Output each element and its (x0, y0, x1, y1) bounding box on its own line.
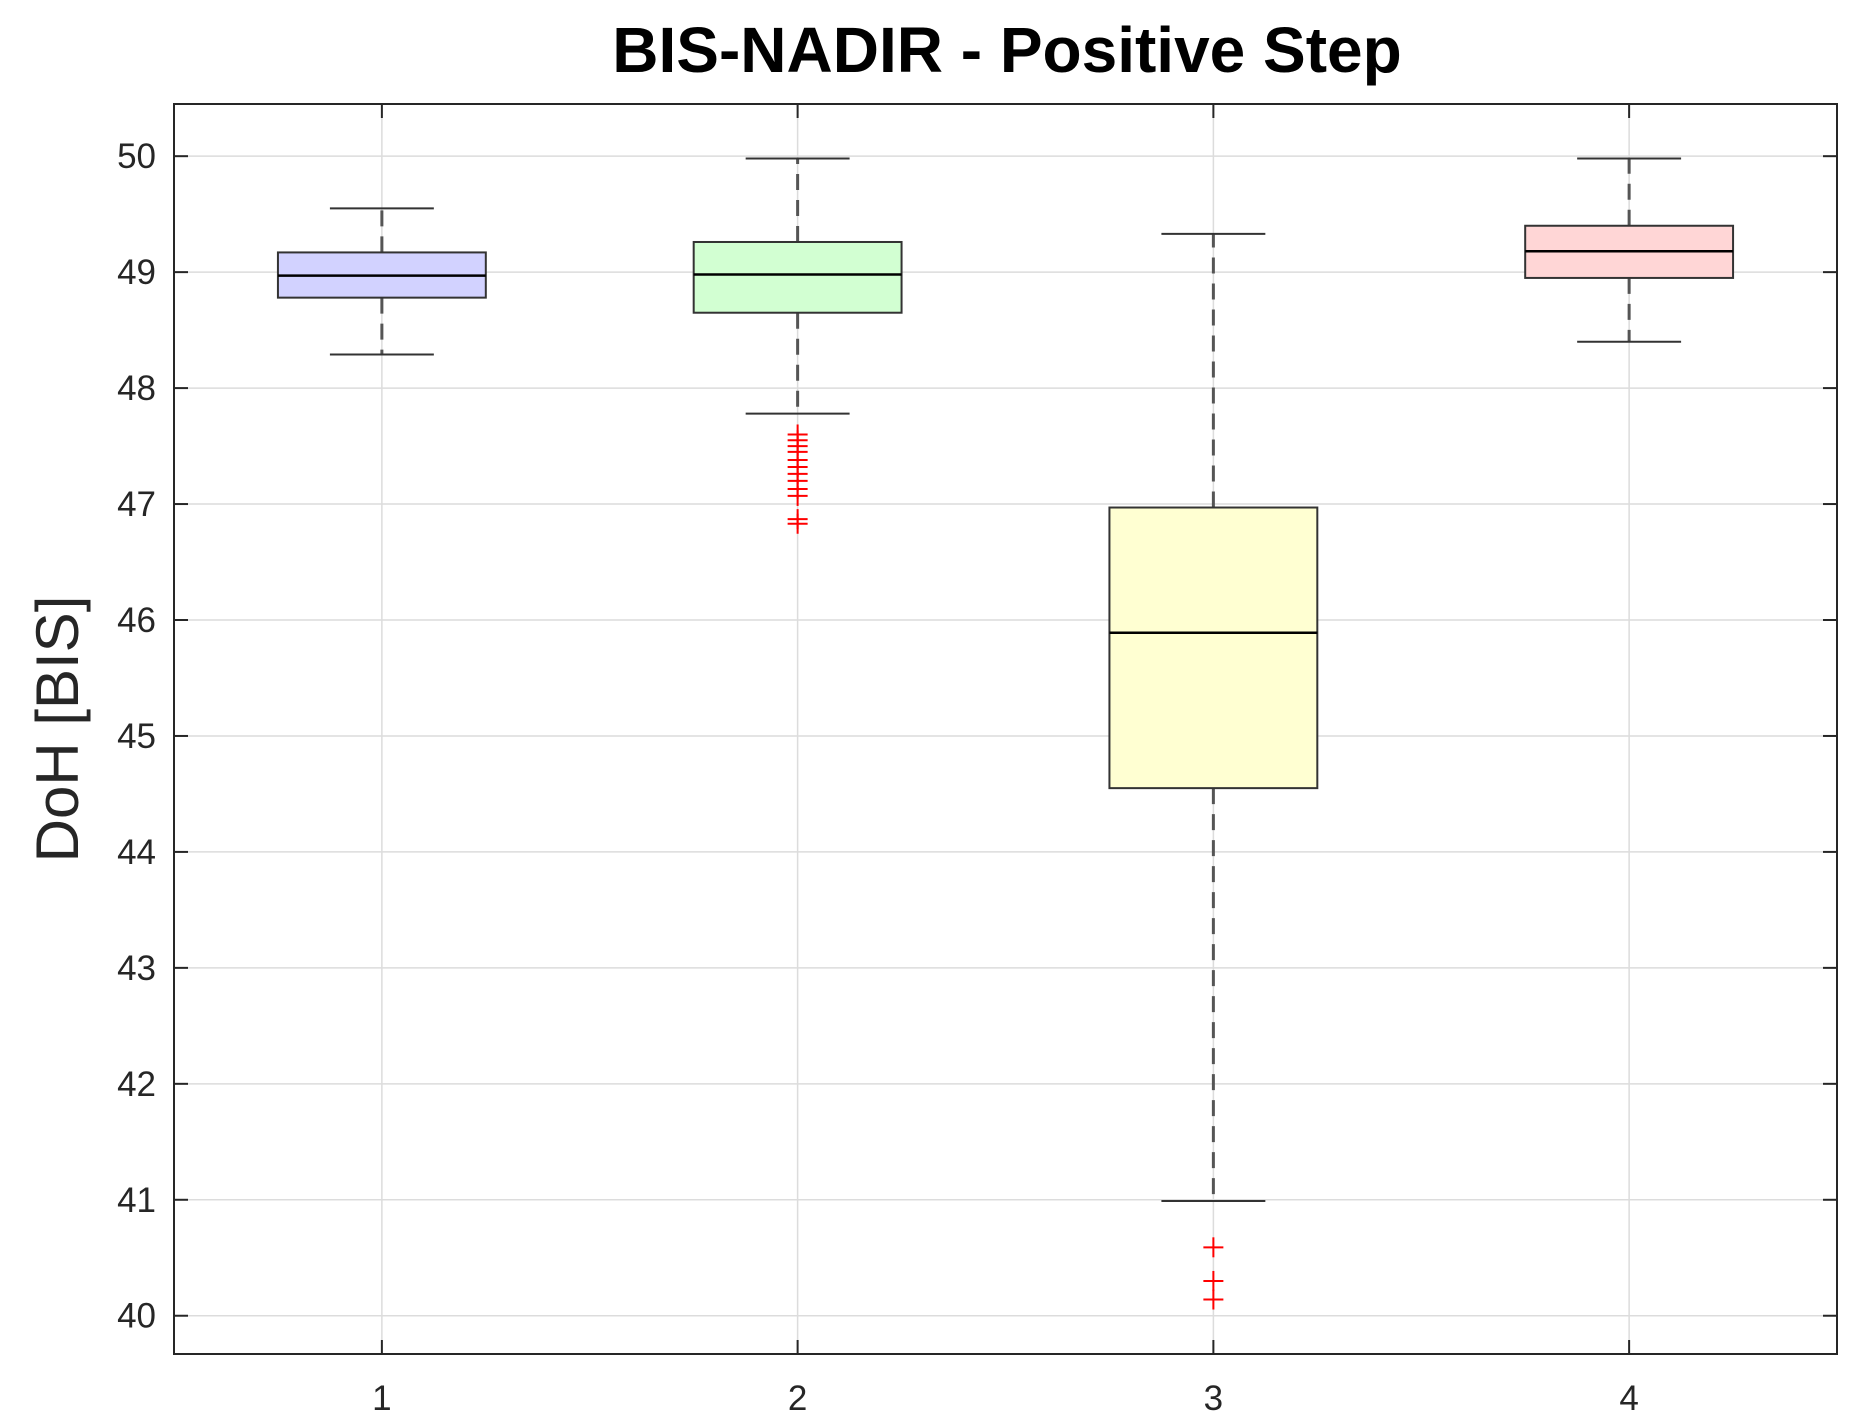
outlier-point (787, 513, 808, 534)
outlier-point (787, 485, 808, 506)
x-tick-label: 1 (372, 1379, 391, 1418)
y-tick-label: 42 (117, 1065, 156, 1104)
iqr-box (1108, 506, 1319, 790)
box-layer (276, 157, 1735, 1310)
y-tick-label: 43 (117, 949, 156, 988)
y-tick-label: 45 (117, 717, 156, 756)
box-3 (1108, 232, 1319, 1310)
y-tick-label: 40 (117, 1297, 156, 1336)
y-tick-label: 48 (117, 369, 156, 408)
y-axis-label: DoH [BIS] (24, 596, 91, 863)
y-tick-label: 47 (117, 485, 156, 524)
outlier-point (1203, 1237, 1224, 1258)
x-tick-label: 3 (1204, 1379, 1223, 1418)
x-tick-label: 4 (1619, 1379, 1638, 1418)
x-tick-label: 2 (788, 1379, 807, 1418)
box-4 (1524, 157, 1735, 343)
outlier-point (1203, 1270, 1224, 1291)
outlier-point (1203, 1289, 1224, 1310)
box-1 (276, 207, 487, 356)
y-tick-label: 41 (117, 1181, 156, 1220)
box-2 (692, 157, 903, 534)
plot-area-frame (173, 103, 1838, 1355)
axis-ticks: 40 41 42 43 44 45 46 47 48 49 50 1 2 3 4 (117, 104, 1837, 1418)
y-tick-label: 50 (117, 137, 156, 176)
y-tick-label: 46 (117, 601, 156, 640)
chart-title: BIS-NADIR - Positive Step (612, 14, 1401, 86)
iqr-box (692, 240, 903, 314)
y-tick-label: 44 (117, 833, 156, 872)
y-tick-label: 49 (117, 253, 156, 292)
